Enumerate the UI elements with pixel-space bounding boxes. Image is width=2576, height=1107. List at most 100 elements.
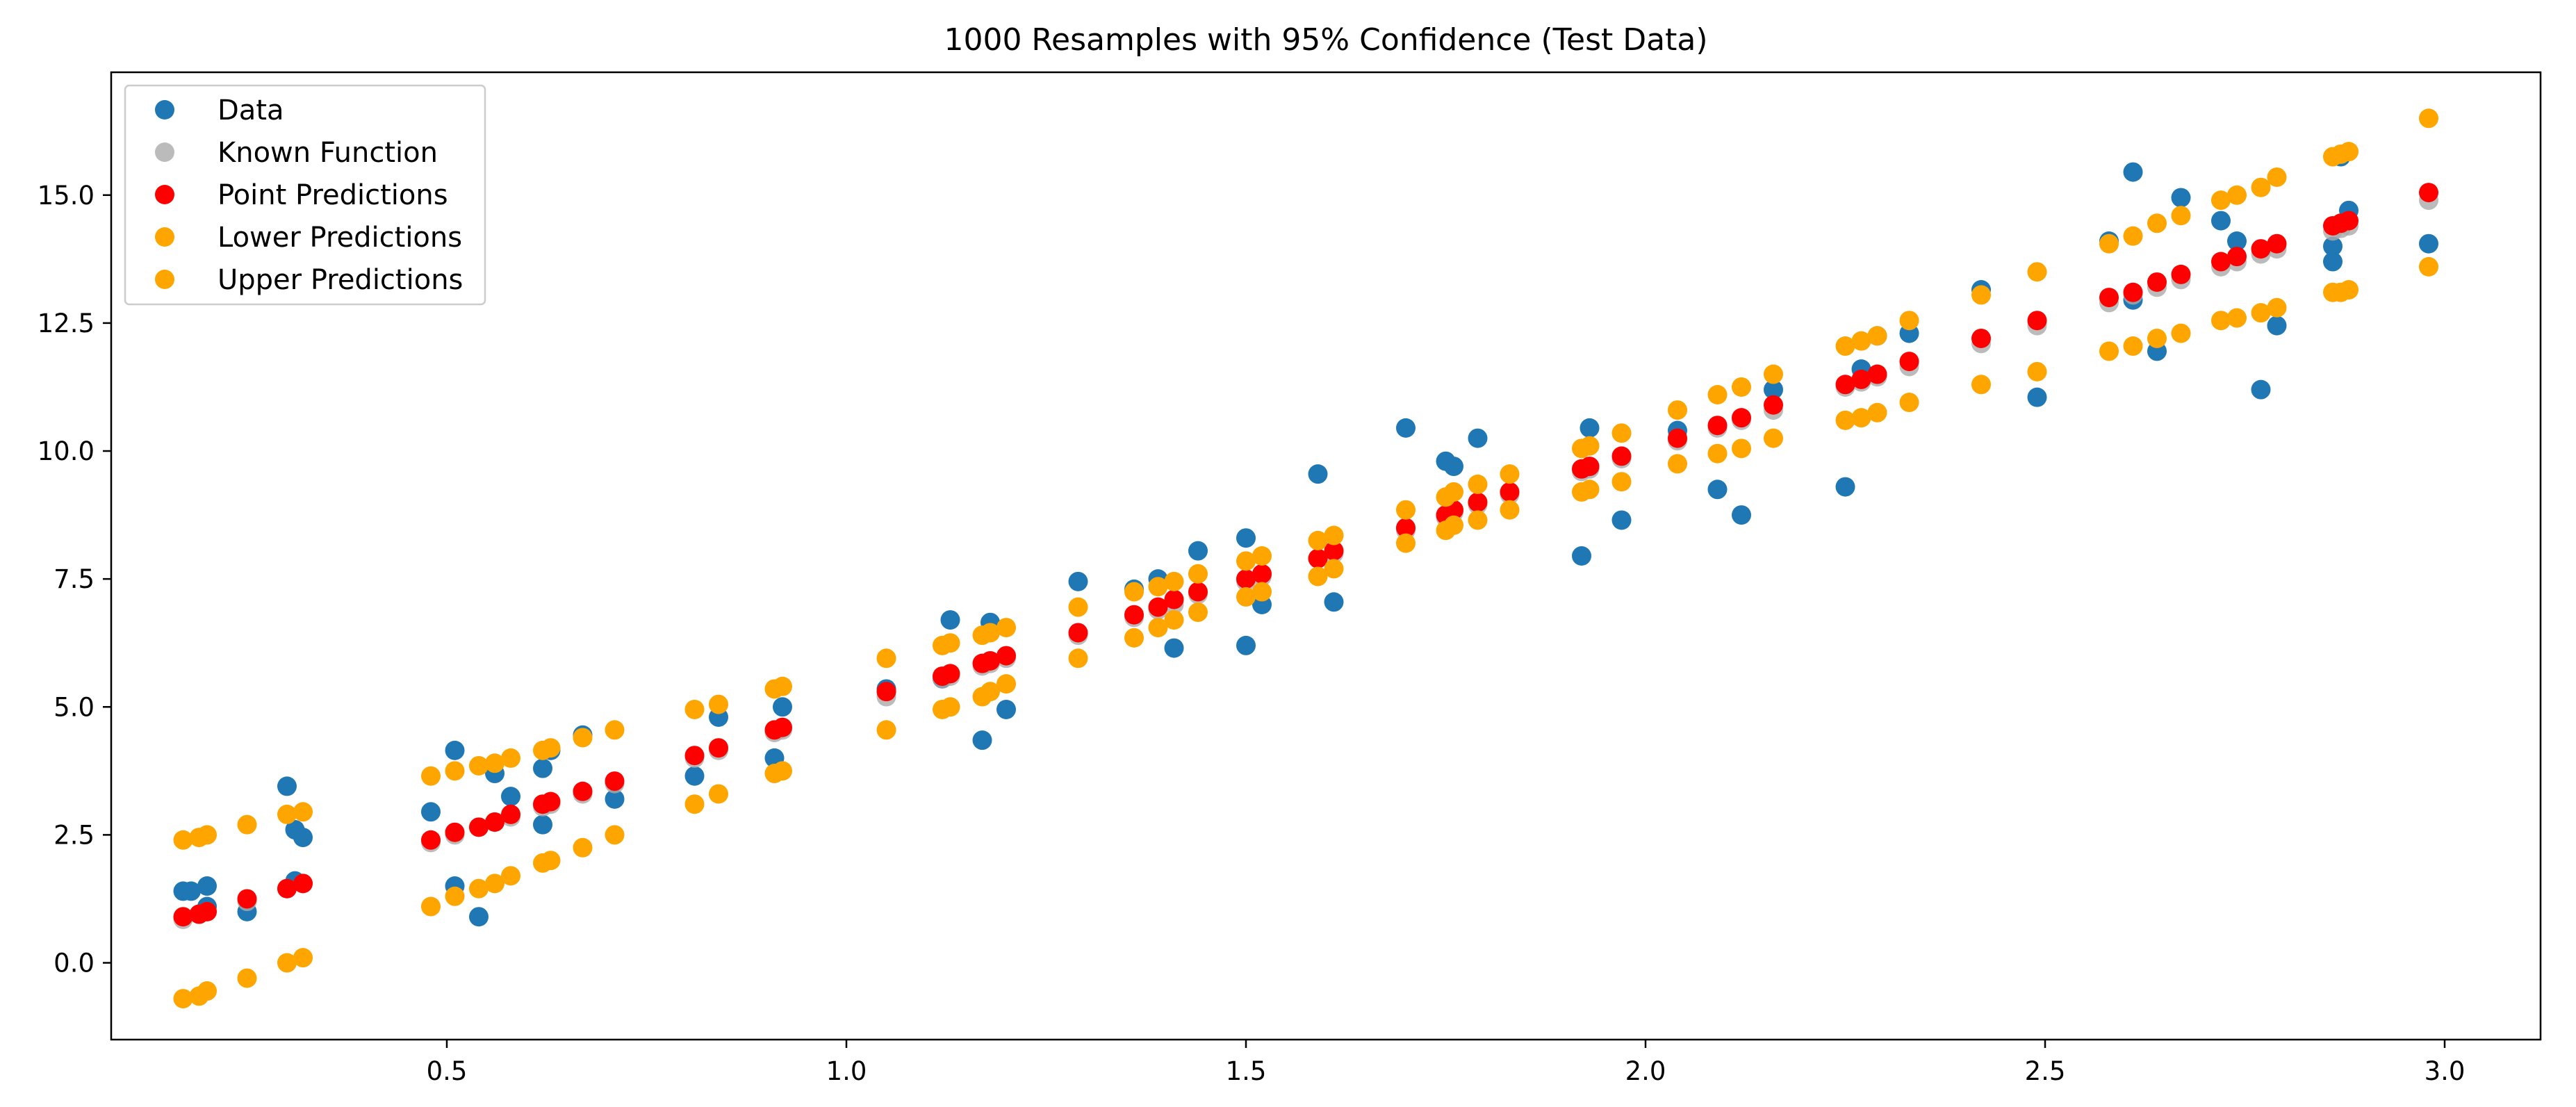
point-upper-predictions xyxy=(485,753,504,773)
point-lower-predictions xyxy=(1252,582,1272,602)
point-point-predictions xyxy=(541,792,561,812)
point-lower-predictions xyxy=(2027,361,2047,382)
point-point-predictions xyxy=(1764,395,1783,415)
y-tick-label: 5.0 xyxy=(54,692,95,722)
point-data xyxy=(533,814,552,835)
point-data xyxy=(2123,162,2143,182)
point-data xyxy=(501,787,520,807)
legend-label: Data xyxy=(218,95,284,126)
point-lower-predictions xyxy=(981,682,1000,702)
point-data xyxy=(773,697,792,717)
point-point-predictions xyxy=(1324,541,1344,561)
point-upper-predictions xyxy=(2027,262,2047,282)
point-lower-predictions xyxy=(173,989,193,1009)
point-upper-predictions xyxy=(1444,482,1463,502)
point-upper-predictions xyxy=(173,830,193,850)
point-lower-predictions xyxy=(709,784,728,804)
point-lower-predictions xyxy=(2147,328,2167,348)
point-upper-predictions xyxy=(1252,546,1272,566)
point-point-predictions xyxy=(2227,247,2247,267)
point-lower-predictions xyxy=(1444,515,1463,535)
point-data xyxy=(1236,528,1256,548)
point-data xyxy=(1308,464,1328,484)
point-upper-predictions xyxy=(1124,582,1144,602)
point-point-predictions xyxy=(1899,352,1919,372)
point-data xyxy=(1164,638,1184,658)
point-upper-predictions xyxy=(1668,400,1687,420)
point-point-predictions xyxy=(573,781,593,801)
point-point-predictions xyxy=(445,822,465,842)
point-point-predictions xyxy=(1971,328,1991,348)
point-upper-predictions xyxy=(1764,364,1783,384)
point-data xyxy=(940,610,960,630)
point-upper-predictions xyxy=(421,766,441,786)
point-point-predictions xyxy=(2339,211,2358,231)
point-data xyxy=(1732,505,1751,525)
point-upper-predictions xyxy=(1851,331,1871,351)
point-lower-predictions xyxy=(605,825,625,845)
point-upper-predictions xyxy=(277,804,297,824)
point-point-predictions xyxy=(1468,492,1488,512)
point-upper-predictions xyxy=(1732,377,1751,397)
point-upper-predictions xyxy=(709,694,728,714)
point-data xyxy=(2251,379,2271,400)
point-point-predictions xyxy=(605,771,625,792)
point-data xyxy=(1068,571,1088,591)
point-upper-predictions xyxy=(2099,233,2119,254)
point-point-predictions xyxy=(940,664,960,684)
point-data xyxy=(197,876,217,896)
point-lower-predictions xyxy=(1668,454,1687,474)
point-lower-predictions xyxy=(2419,256,2438,277)
point-lower-predictions xyxy=(2339,280,2358,300)
point-upper-predictions xyxy=(2123,226,2143,246)
point-data xyxy=(1707,479,1728,500)
point-data xyxy=(1835,477,1855,497)
point-point-predictions xyxy=(2123,282,2143,302)
point-data xyxy=(2027,387,2047,407)
x-tick-label: 0.5 xyxy=(427,1056,468,1086)
point-lower-predictions xyxy=(684,794,705,814)
point-upper-predictions xyxy=(2267,167,2287,187)
point-data xyxy=(996,699,1016,719)
point-lower-predictions xyxy=(940,697,960,717)
point-lower-predictions xyxy=(485,874,504,894)
series-lower-predictions xyxy=(173,256,2438,1009)
point-point-predictions xyxy=(981,650,1000,671)
point-lower-predictions xyxy=(1707,443,1728,464)
point-data xyxy=(421,802,441,822)
point-lower-predictions xyxy=(2099,341,2119,361)
series-upper-predictions xyxy=(173,108,2438,850)
point-upper-predictions xyxy=(940,633,960,653)
point-lower-predictions xyxy=(1500,500,1520,520)
point-point-predictions xyxy=(469,817,489,837)
point-lower-predictions xyxy=(1188,602,1208,623)
point-upper-predictions xyxy=(1468,474,1488,494)
y-tick-label: 7.5 xyxy=(54,564,95,594)
point-lower-predictions xyxy=(1835,410,1855,430)
point-upper-predictions xyxy=(2171,206,2191,226)
point-point-predictions xyxy=(237,889,257,909)
legend-marker-known-function xyxy=(155,142,174,162)
point-data xyxy=(1764,379,1783,400)
y-tick-label: 0.0 xyxy=(54,949,95,978)
point-upper-predictions xyxy=(293,802,313,822)
point-point-predictions xyxy=(2027,311,2047,331)
point-data xyxy=(1580,418,1600,438)
legend-marker-upper-predictions xyxy=(155,270,174,289)
point-point-predictions xyxy=(1851,369,1871,389)
point-lower-predictions xyxy=(1124,628,1144,648)
point-point-predictions xyxy=(1308,548,1328,568)
point-data xyxy=(2227,231,2247,252)
point-point-predictions xyxy=(2251,239,2271,259)
point-point-predictions xyxy=(1164,589,1184,609)
point-lower-predictions xyxy=(876,720,896,740)
x-tick-label: 2.0 xyxy=(1625,1056,1666,1086)
point-upper-predictions xyxy=(2251,177,2271,197)
point-upper-predictions xyxy=(1068,597,1088,617)
point-data xyxy=(605,789,625,809)
point-lower-predictions xyxy=(421,896,441,917)
point-lower-predictions xyxy=(1732,438,1751,459)
point-lower-predictions xyxy=(1580,479,1600,500)
point-lower-predictions xyxy=(573,837,593,858)
point-point-predictions xyxy=(1707,416,1728,436)
